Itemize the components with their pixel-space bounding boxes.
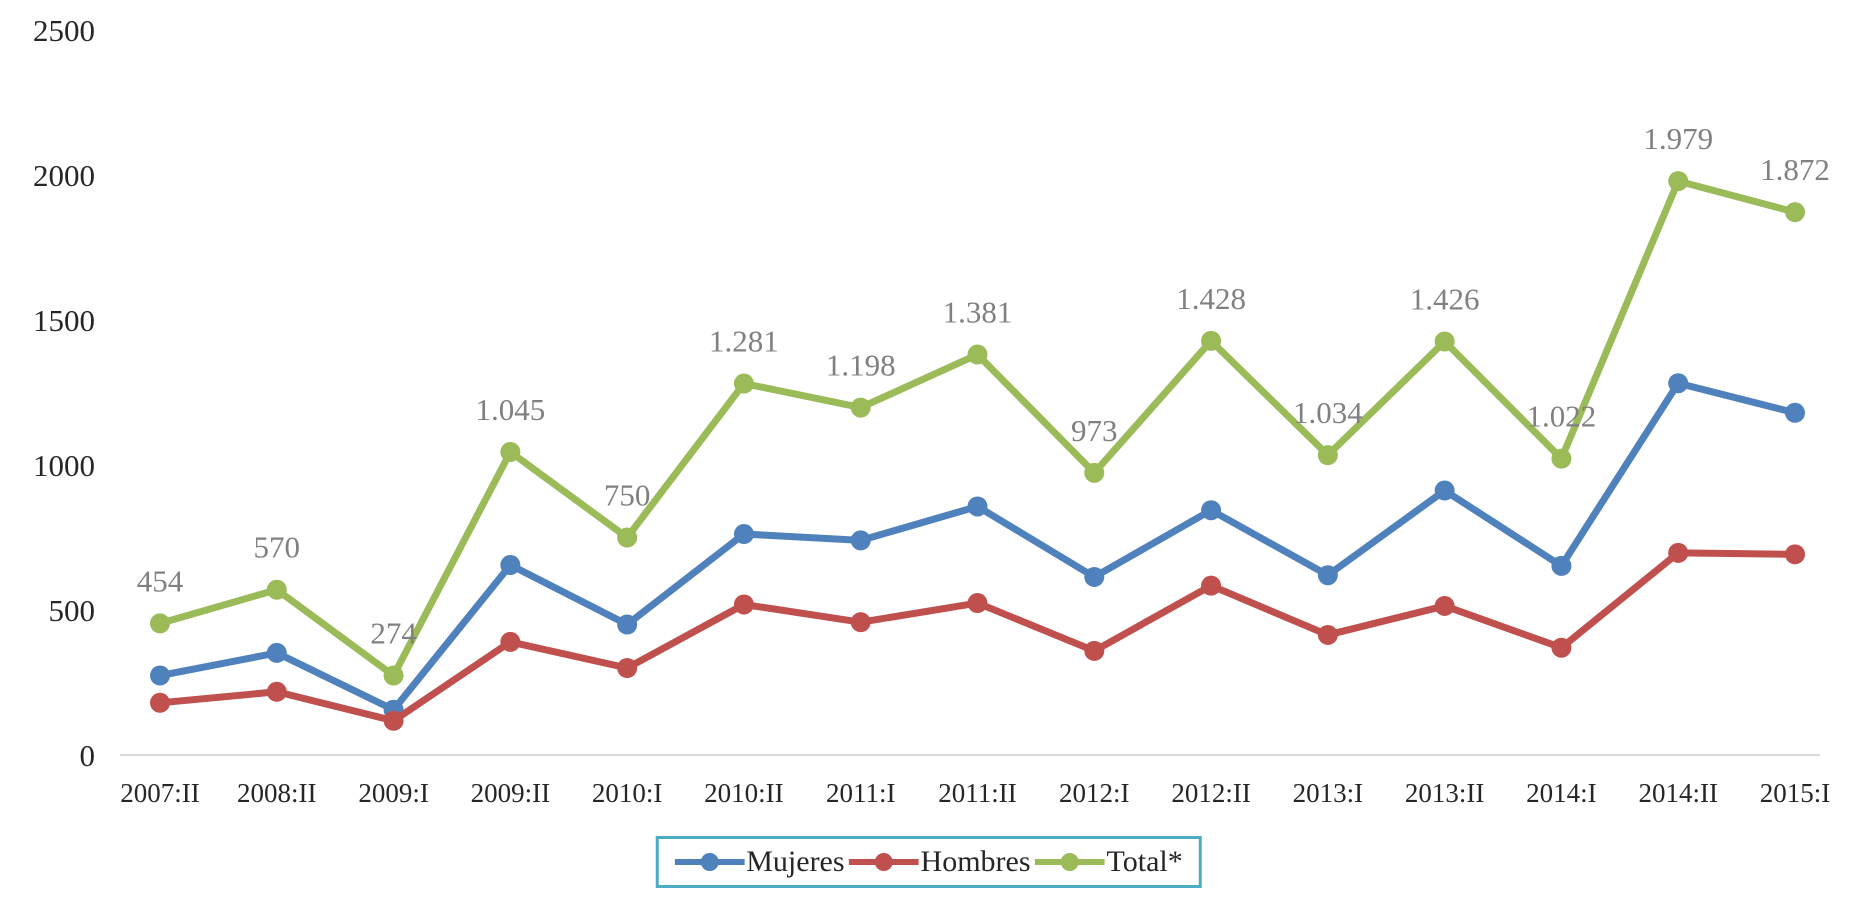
data-point-mujeres (617, 614, 638, 635)
data-point-total (617, 527, 638, 548)
legend-marker-hombres (848, 853, 919, 871)
data-point-hombres (266, 681, 287, 702)
y-axis-tick-label: 2500 (33, 13, 95, 48)
legend-marker-mujeres (674, 853, 745, 871)
data-point-hombres (1668, 542, 1689, 563)
legend-item-hombres: Hombres (848, 845, 1031, 879)
data-point-mujeres (1084, 566, 1105, 587)
data-point-mujeres (1551, 555, 1572, 576)
data-label-total: 1.426 (1410, 281, 1480, 316)
legend-label-mujeres: Mujeres (746, 845, 845, 878)
data-point-total (1317, 445, 1338, 466)
data-point-hombres (850, 612, 871, 633)
data-point-mujeres (266, 642, 287, 663)
x-axis-tick-label: 2013:II (1405, 778, 1484, 808)
line-chart-svg: 0 500 1000 1500 2000 2500 2007:II 2008:II 2009:I… (33, 13, 1831, 808)
legend-item-total: Total* (1034, 845, 1183, 879)
data-point-mujeres (500, 555, 521, 576)
legend-label-total: Total* (1106, 845, 1183, 878)
data-label-total: 1.045 (475, 392, 545, 427)
x-axis-tick-label: 2008:II (237, 778, 316, 808)
y-axis-tick-label: 2000 (33, 158, 95, 193)
data-point-mujeres (1668, 373, 1689, 394)
data-point-hombres (967, 593, 988, 614)
data-label-total: 1.381 (943, 295, 1013, 330)
data-label-total: 1.872 (1760, 152, 1830, 187)
data-point-total (1785, 202, 1805, 223)
data-point-total (266, 579, 287, 600)
chart-legend: Mujeres Hombres Total* (655, 836, 1202, 888)
x-axis-tick-label: 2014:I (1526, 778, 1597, 808)
y-axis-tick-label: 1000 (33, 448, 95, 483)
data-point-hombres (383, 710, 404, 731)
data-point-total (967, 344, 988, 365)
x-axis-tick-label: 2009:II (471, 778, 550, 808)
x-axis-tick-label: 2014:II (1638, 778, 1717, 808)
data-label-total: 1.428 (1176, 281, 1246, 316)
data-point-mujeres (150, 665, 170, 686)
data-point-total (850, 397, 871, 418)
data-point-mujeres (1317, 565, 1338, 586)
x-axis-tick-label: 2012:II (1171, 778, 1250, 808)
data-label-total: 1.198 (826, 348, 896, 383)
data-point-mujeres (1785, 402, 1805, 423)
data-point-hombres (1084, 640, 1105, 661)
data-label-total: 454 (137, 563, 184, 598)
x-axis-tick-label: 2011:II (938, 778, 1016, 808)
data-point-total (150, 613, 170, 634)
data-point-total (733, 373, 754, 394)
data-point-hombres (500, 631, 521, 652)
data-point-hombres (1785, 544, 1805, 565)
x-axis-tick-label: 2009:I (358, 778, 429, 808)
data-label-total: 1.281 (709, 324, 779, 359)
data-point-mujeres (733, 524, 754, 545)
data-point-total (500, 441, 521, 462)
data-label-total: 1.979 (1643, 121, 1713, 156)
y-axis-tick-label: 1500 (33, 303, 95, 338)
data-point-mujeres (1434, 480, 1455, 501)
x-axis-tick-label: 2010:II (704, 778, 783, 808)
legend-marker-total (1034, 853, 1105, 871)
x-axis-tick-label: 2015:I (1760, 778, 1831, 808)
data-point-mujeres (967, 496, 988, 517)
data-point-hombres (1201, 575, 1222, 596)
data-point-total (1201, 330, 1222, 351)
data-point-mujeres (1201, 500, 1222, 521)
y-axis-tick-label: 0 (80, 738, 96, 773)
legend-item-mujeres: Mujeres (674, 845, 845, 879)
data-point-hombres (1317, 624, 1338, 645)
data-label-total: 1.034 (1293, 395, 1363, 430)
data-point-total (1434, 331, 1455, 352)
data-point-total (1084, 462, 1105, 483)
x-axis-tick-label: 2012:I (1059, 778, 1130, 808)
data-point-total (1551, 448, 1572, 469)
y-axis-tick-label: 500 (49, 593, 96, 628)
data-label-total: 274 (370, 616, 417, 651)
data-point-total (1668, 171, 1689, 192)
x-axis-tick-label: 2007:II (120, 778, 199, 808)
data-label-total: 1.022 (1527, 399, 1597, 434)
legend-label-hombres: Hombres (920, 845, 1031, 878)
data-point-total (383, 665, 404, 686)
data-label-total: 750 (604, 478, 651, 513)
data-point-hombres (1434, 595, 1455, 616)
x-axis-tick-label: 2011:I (826, 778, 896, 808)
data-label-total: 973 (1071, 413, 1118, 448)
data-point-mujeres (850, 530, 871, 551)
data-point-hombres (733, 594, 754, 615)
data-point-hombres (617, 658, 638, 678)
x-axis-tick-label: 2010:I (592, 778, 663, 808)
data-point-hombres (1551, 637, 1572, 658)
data-label-total: 570 (254, 530, 301, 565)
data-point-hombres (150, 692, 170, 713)
x-axis-tick-label: 2013:I (1293, 778, 1364, 808)
